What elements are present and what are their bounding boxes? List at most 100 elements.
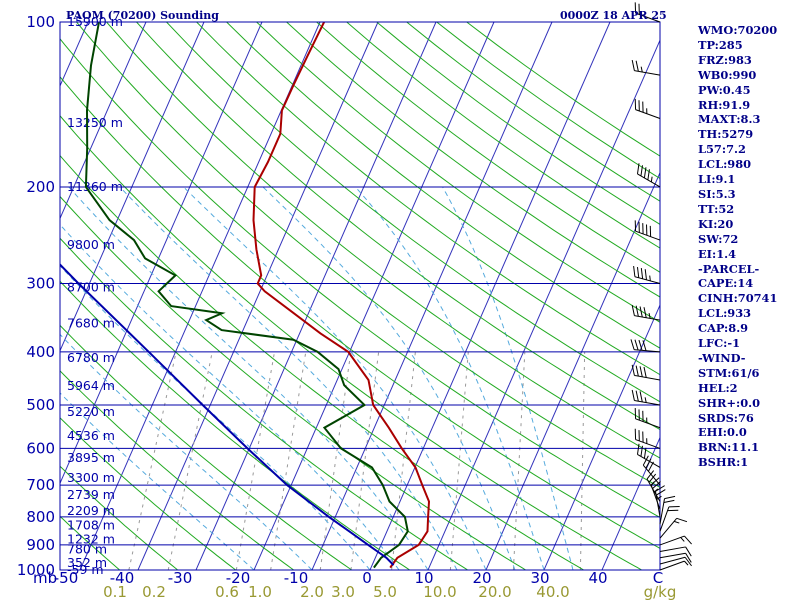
mixing-ratio-tick-label: 3.0 [331, 583, 355, 600]
isotherm-line [253, 22, 495, 570]
dry-adiabat-lines [60, 22, 660, 570]
temperature-tick-label: C [653, 569, 663, 587]
sounding-index: CAP:8.9 [698, 321, 749, 336]
temperature-tick-label: -30 [168, 569, 193, 587]
temperature-tick-label: 20 [472, 569, 491, 587]
wind-barb-halfflag [684, 560, 689, 566]
profile-series [60, 22, 431, 569]
wind-barb-flag [684, 556, 692, 567]
wind-barb-flag [635, 60, 639, 72]
wind-barb-flag [640, 165, 643, 177]
sounding-index: CINH:70741 [698, 291, 778, 306]
sounding-index: PW:0.45 [698, 82, 751, 97]
sounding-index: STM:61/6 [698, 365, 760, 380]
wind-barb-flag [664, 495, 676, 500]
wind-barb-staff [659, 498, 666, 525]
wind-barb-staff [634, 374, 661, 381]
pressure-tick-label: 700 [26, 476, 55, 494]
wind-barb [659, 495, 676, 525]
wind-barb-flag [646, 470, 655, 480]
temperature-tick-label: -10 [284, 569, 309, 587]
pressure-unit-label: mb [33, 569, 57, 587]
wind-barb [631, 59, 661, 76]
height-label: 1232 m [67, 532, 115, 547]
wind-barb-flag [676, 517, 688, 523]
wind-barb-flag [644, 269, 647, 280]
moist-adiabat-line [60, 264, 371, 570]
dry-adiabat-line [60, 237, 469, 570]
temperature-axis: -50 -40 -30 -20 -10 0 10 20 30 40 C [54, 569, 663, 587]
sounding-datetime: 0000Z 18 APR 25 [560, 9, 667, 22]
mixing-ratio-tick-label: 5.0 [373, 583, 397, 600]
dry-adiabat-line [60, 38, 660, 518]
wind-barb-staff [634, 400, 661, 406]
isotherm-line [427, 39, 660, 570]
dry-adiabat-line [196, 22, 660, 376]
sounding-index: EHI:0.0 [698, 425, 747, 440]
dry-adiabat-line [60, 195, 527, 570]
wind-barb [631, 389, 661, 406]
wind-barb-flag [631, 304, 635, 316]
wind-barb [630, 339, 661, 353]
height-label: 2739 m [67, 487, 115, 502]
wind-barb-halfflag [650, 176, 653, 183]
mixing-ratio-line [235, 351, 275, 570]
wind-barb [636, 163, 661, 188]
mixing-ratio-axis: 0.1 0.2 0.6 1.0 2.0 3.0 5.0 10.0 20.0 40.0 g/kg [103, 583, 676, 600]
dry-adiabat-line [60, 515, 121, 570]
wind-barb [642, 455, 661, 486]
wind-barb-flag [631, 389, 635, 401]
mixing-ratio-line [128, 351, 177, 570]
wind-barb-flag [643, 447, 647, 459]
mixing-ratio-lines [128, 351, 586, 570]
wind-barb-flag [633, 265, 636, 277]
sounding-index: WMO:70200 [698, 23, 778, 37]
sounding-index: MAXT:8.3 [698, 112, 761, 127]
wind-barb-halfflag [640, 66, 643, 73]
wind-barb [659, 506, 680, 532]
wind-barb [634, 220, 661, 241]
dry-adiabat-line [76, 22, 660, 488]
wind-barb-flag [643, 366, 647, 378]
dry-adiabat-line [256, 22, 660, 323]
wind-barb-flag [655, 485, 665, 492]
sounding-index: TT:52 [698, 201, 735, 216]
dry-adiabat-line [60, 370, 295, 570]
dry-adiabat-line [106, 22, 660, 459]
wind-barb [634, 428, 661, 449]
temperature-tick-label: 0 [362, 569, 372, 587]
parcel-profile-line [60, 263, 395, 566]
sounding-index: KI:20 [698, 216, 734, 231]
sounding-index: LFC:-1 [698, 336, 741, 351]
height-label: 13250 m [67, 115, 123, 130]
wind-barb-flag [635, 365, 639, 377]
sounding-index: HEL:2 [698, 380, 738, 395]
dry-adiabat-line [60, 465, 179, 570]
isotherm-line [60, 22, 147, 220]
wind-barb-flag [684, 535, 692, 545]
pressure-tick-label: 800 [26, 508, 55, 526]
sounding-index: LCL:933 [698, 306, 752, 321]
pressure-tick-label: 200 [26, 178, 55, 196]
wind-barb-flag [635, 305, 639, 317]
dry-adiabat-line [60, 417, 237, 570]
wind-barb-staff [646, 478, 661, 502]
mixing-ratio-tick-label: 1.0 [248, 583, 272, 600]
dry-adiabat-line [60, 76, 660, 549]
height-label: 4536 m [67, 428, 115, 443]
wind-barb-staff [659, 517, 678, 539]
height-label: 7680 m [67, 316, 115, 331]
wind-barb-flag [635, 390, 639, 402]
height-label: 8700 m [67, 279, 115, 294]
wind-barb [633, 265, 661, 284]
wind-barb-flag [642, 340, 647, 351]
mixing-ratio-line [167, 351, 213, 570]
mixing-ratio-tick-label: 0.6 [215, 583, 239, 600]
wind-barb-flag [639, 366, 643, 377]
dry-adiabat-line [60, 280, 411, 570]
wind-barb [659, 517, 688, 539]
wind-barb-flag [631, 59, 635, 71]
isotherm-line [311, 22, 553, 570]
dry-adiabat-line [60, 115, 643, 570]
wind-barb-staff [635, 418, 661, 429]
